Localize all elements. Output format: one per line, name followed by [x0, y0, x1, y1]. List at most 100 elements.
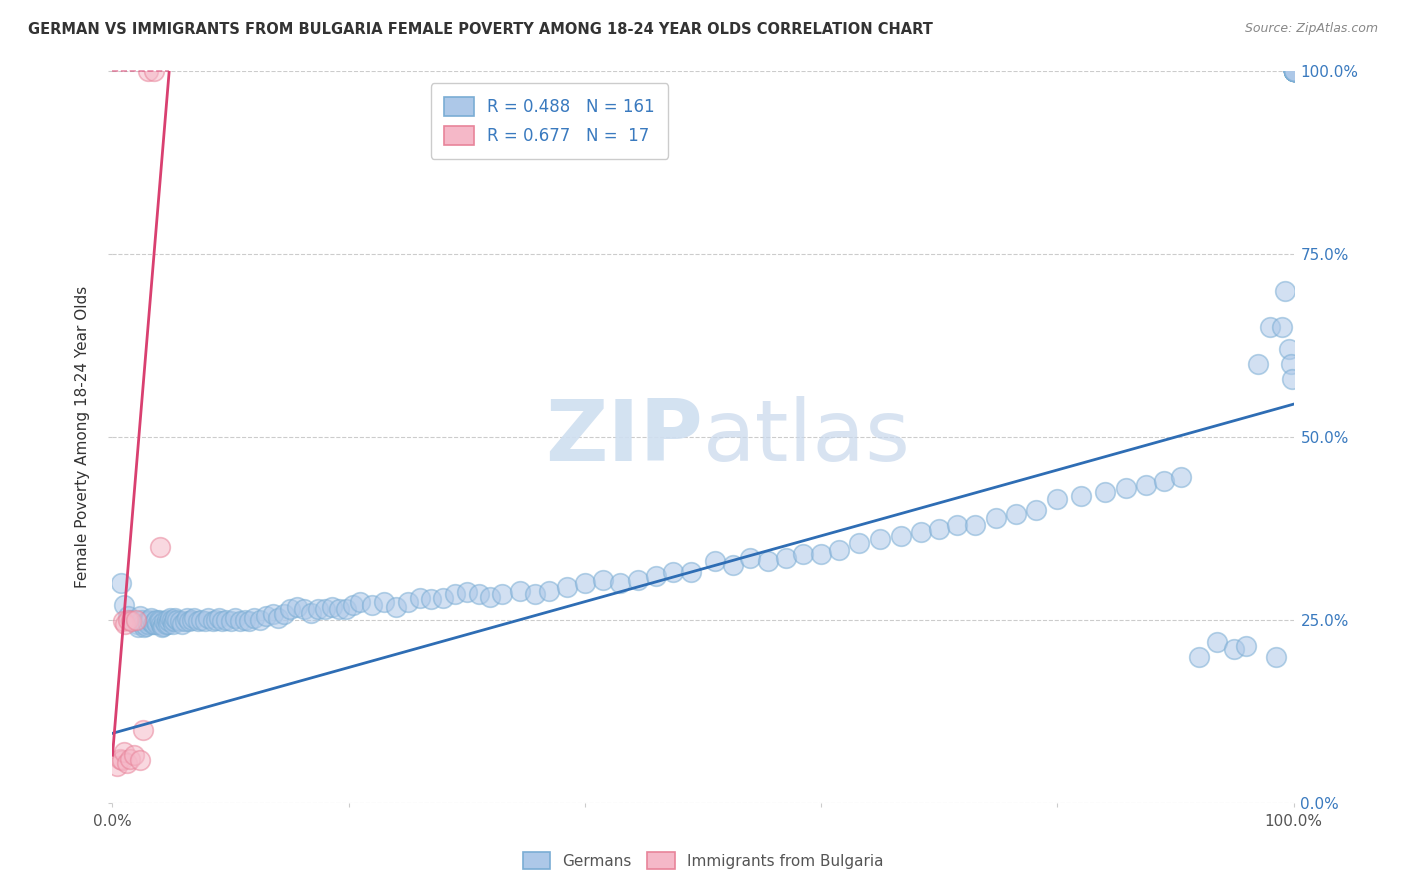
Point: [180, 613, 202, 627]
Point: [1282, 64, 1305, 78]
Point: [114, 616, 136, 631]
Point: [1005, 507, 1028, 521]
Point: [162, 616, 184, 631]
Point: [396, 594, 419, 608]
Point: [135, 619, 157, 633]
Point: [211, 615, 233, 629]
Point: [173, 615, 195, 629]
Point: [1170, 470, 1192, 484]
Point: [775, 550, 797, 565]
Point: [1279, 357, 1302, 371]
Point: [233, 613, 256, 627]
Point: [928, 521, 950, 535]
Point: [1282, 64, 1305, 78]
Point: [120, 752, 142, 766]
Point: [1282, 64, 1305, 78]
Point: [160, 613, 183, 627]
Point: [574, 576, 596, 591]
Point: [1274, 284, 1296, 298]
Point: [149, 616, 172, 631]
Point: [262, 607, 284, 621]
Point: [169, 615, 191, 629]
Point: [307, 602, 329, 616]
Point: [120, 615, 142, 629]
Point: [115, 756, 138, 770]
Point: [1282, 64, 1305, 78]
Point: [149, 615, 172, 629]
Point: [1282, 64, 1305, 78]
Point: [197, 611, 219, 625]
Point: [179, 615, 201, 629]
Point: [165, 611, 187, 625]
Point: [1282, 64, 1305, 78]
Point: [229, 615, 252, 629]
Point: [143, 615, 166, 629]
Point: [238, 615, 260, 629]
Point: [681, 566, 703, 580]
Point: [166, 613, 188, 627]
Point: [1188, 649, 1211, 664]
Point: [299, 606, 322, 620]
Point: [662, 566, 685, 580]
Point: [644, 569, 666, 583]
Point: [124, 615, 146, 629]
Point: [828, 543, 851, 558]
Point: [1281, 371, 1303, 385]
Point: [194, 615, 217, 629]
Point: [152, 619, 174, 633]
Point: [946, 517, 969, 532]
Point: [420, 592, 443, 607]
Point: [136, 616, 159, 631]
Legend: Germans, Immigrants from Bulgaria: Germans, Immigrants from Bulgaria: [516, 846, 890, 875]
Point: [219, 615, 242, 629]
Point: [110, 576, 132, 591]
Point: [509, 583, 531, 598]
Point: [172, 616, 194, 631]
Point: [467, 587, 489, 601]
Point: [1282, 64, 1305, 78]
Point: [1135, 477, 1157, 491]
Point: [721, 558, 744, 573]
Point: [128, 609, 150, 624]
Point: [149, 540, 172, 554]
Point: [524, 587, 547, 601]
Point: [120, 613, 142, 627]
Point: [134, 620, 156, 634]
Point: [984, 510, 1007, 524]
Point: [243, 611, 266, 625]
Point: [111, 753, 134, 767]
Point: [1205, 635, 1227, 649]
Point: [1282, 64, 1305, 78]
Point: [267, 611, 290, 625]
Point: [105, 759, 128, 773]
Text: atlas: atlas: [703, 395, 911, 479]
Point: [215, 613, 238, 627]
Point: [156, 613, 179, 627]
Point: [740, 550, 762, 565]
Point: [142, 616, 165, 631]
Point: [1282, 64, 1305, 78]
Point: [132, 723, 155, 737]
Point: [157, 615, 180, 629]
Point: [328, 602, 350, 616]
Point: [349, 594, 371, 608]
Point: [127, 616, 149, 631]
Point: [224, 611, 246, 625]
Point: [183, 611, 205, 625]
Point: [176, 611, 198, 625]
Point: [141, 611, 163, 625]
Point: [1282, 64, 1305, 78]
Point: [156, 616, 179, 631]
Point: [1282, 64, 1305, 78]
Point: [1282, 64, 1305, 78]
Point: [135, 615, 157, 629]
Point: [810, 547, 832, 561]
Point: [538, 583, 561, 598]
Point: [1282, 64, 1305, 78]
Point: [1282, 64, 1305, 78]
Point: [122, 748, 145, 763]
Point: [1282, 64, 1305, 78]
Point: [1223, 642, 1246, 657]
Point: [153, 615, 176, 629]
Y-axis label: Female Poverty Among 18-24 Year Olds: Female Poverty Among 18-24 Year Olds: [76, 286, 90, 588]
